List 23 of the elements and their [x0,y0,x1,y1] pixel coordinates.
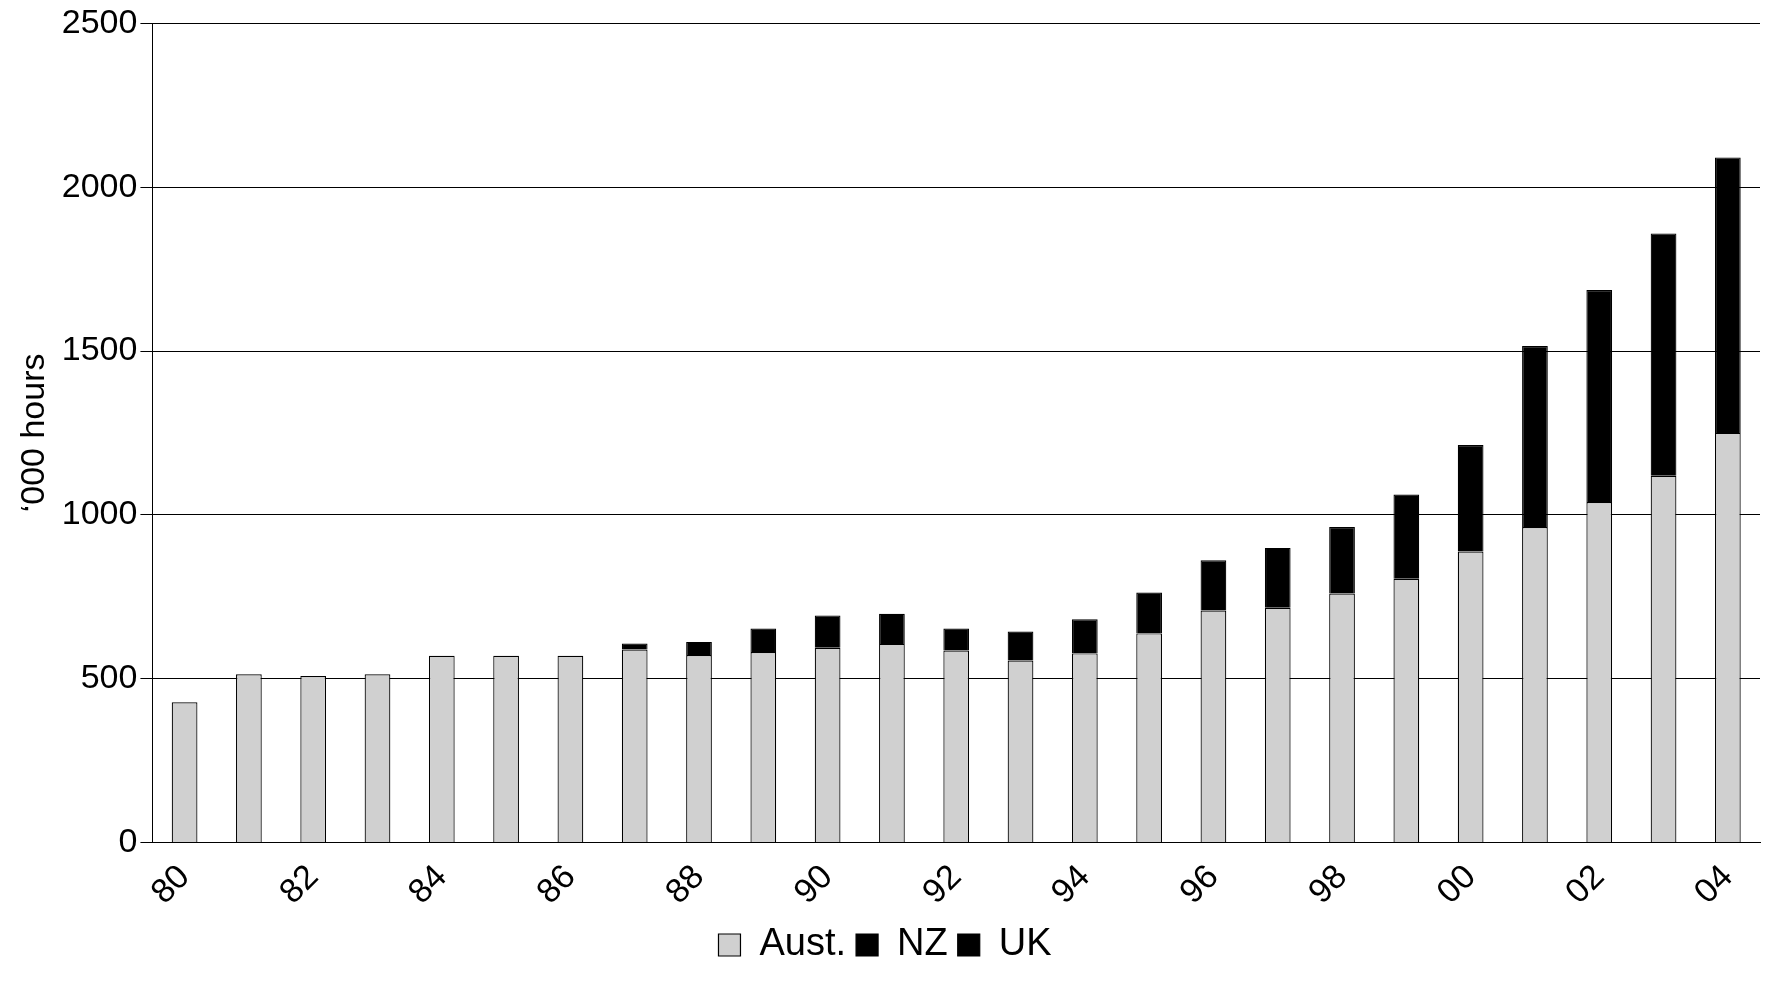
y-tick-label: 0 [118,820,138,859]
x-tick-label: 94 [1042,856,1097,911]
x-tick-label: 04 [1685,856,1740,911]
x-tick-label: 02 [1557,856,1611,911]
legend-label: UK [998,921,1052,964]
x-tick-label: 80 [142,856,197,911]
x-tick-label: 88 [656,856,711,911]
x-tick-label: 96 [1171,856,1226,911]
y-tick-label: 2500 [61,1,138,40]
y-tick-label: 1000 [61,493,138,532]
legend-label: NZ [897,921,948,964]
x-tick-label: 98 [1299,856,1354,911]
x-tick-label: 86 [528,856,582,911]
y-tick-label: 1500 [61,329,138,368]
legend-label: Aust. [759,921,847,964]
y-tick-label: 2000 [61,165,138,204]
x-tick-label: 84 [399,856,454,911]
y-axis-title: ‘000 hours [12,353,51,513]
x-tick-label: 90 [785,856,840,911]
x-tick-label: 00 [1428,856,1483,911]
y-tick-label: 500 [80,656,138,695]
x-tick-label: 92 [914,856,968,911]
x-tick-label: 82 [271,856,325,911]
